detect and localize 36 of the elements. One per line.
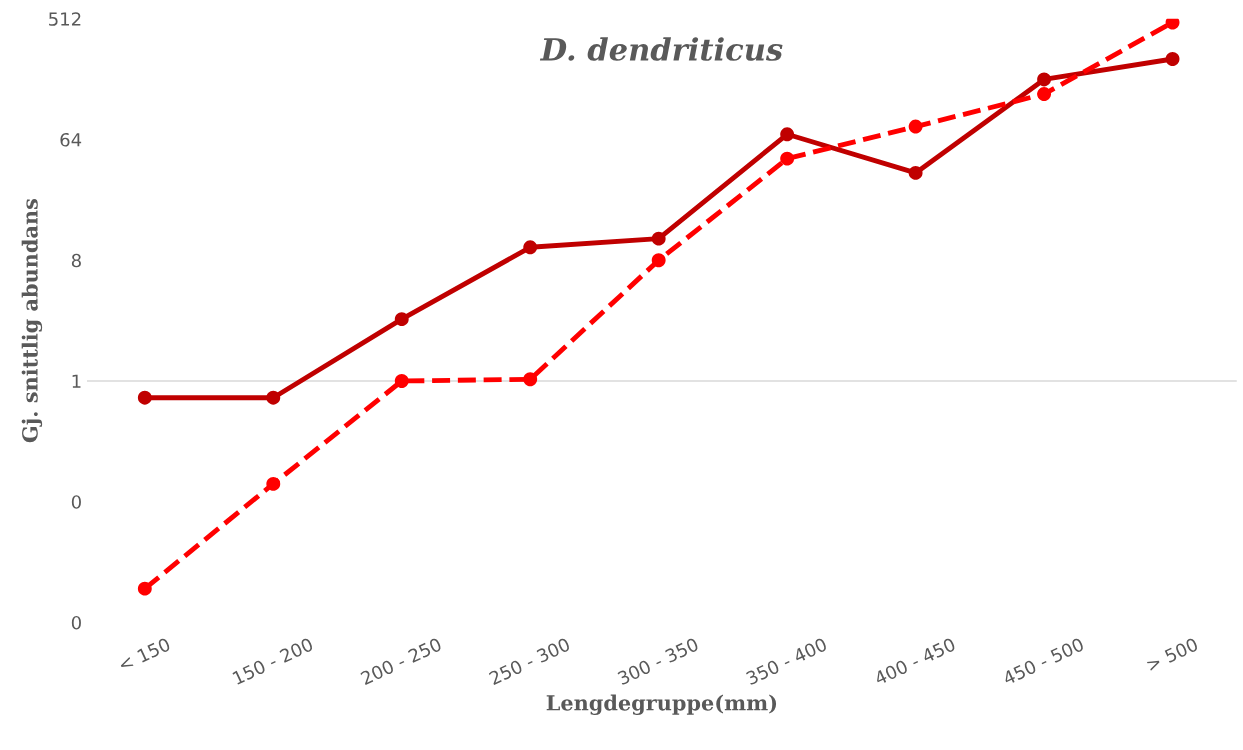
x-tick-label: 150 - 200	[232, 637, 314, 685]
x-tick-label: 400 - 450	[873, 637, 957, 686]
point	[1165, 52, 1180, 66]
point	[1037, 87, 1052, 101]
point	[266, 390, 281, 405]
point	[137, 581, 152, 596]
x-tick-label: 450 - 500	[1001, 637, 1085, 686]
point	[1165, 18, 1180, 30]
x-tick-label: 300 - 350	[616, 637, 700, 686]
x-tick-label: 200 - 250	[360, 637, 443, 686]
point	[523, 240, 538, 255]
point	[137, 390, 152, 405]
point	[651, 231, 666, 246]
x-tick-label: 350 - 400	[745, 637, 828, 686]
y-tick-label: 512	[49, 12, 81, 26]
x-tick-label: < 150	[117, 637, 172, 672]
point	[394, 312, 409, 327]
chart-title: D. dendriticus	[539, 37, 783, 61]
y-tick-label: 64	[60, 132, 82, 147]
point	[1037, 72, 1052, 87]
point	[908, 119, 923, 134]
y-tick-label: 0	[71, 615, 81, 630]
y-tick-label: 8	[71, 253, 81, 268]
x-tick-label: > 500	[1145, 637, 1199, 672]
x-axis-title: Lengdegruppe(mm)	[546, 694, 777, 715]
y-tick-label: 0	[71, 495, 81, 509]
x-tick-label: 250 - 300	[488, 637, 571, 686]
point	[908, 165, 923, 180]
point	[266, 476, 281, 491]
y-axis-title: Gj. snittlig abundans	[21, 199, 43, 443]
point	[780, 127, 795, 142]
point	[523, 372, 538, 387]
point	[394, 374, 409, 388]
point	[651, 253, 666, 268]
y-tick-label: 1	[72, 374, 81, 388]
point	[780, 151, 795, 166]
